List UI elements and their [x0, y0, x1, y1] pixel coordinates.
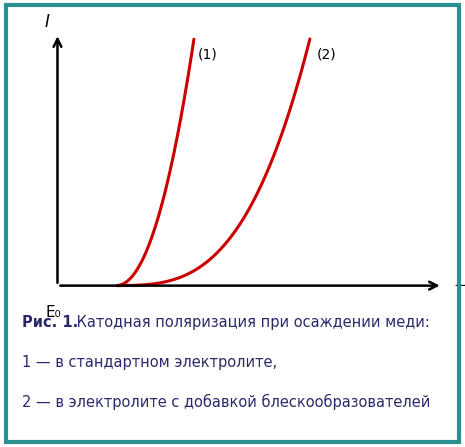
- Text: (2): (2): [316, 47, 336, 61]
- Text: Рис. 1.: Рис. 1.: [22, 315, 79, 330]
- Text: −E: −E: [453, 278, 465, 293]
- Text: 1 — в стандартном электролите,: 1 — в стандартном электролите,: [22, 355, 278, 371]
- Text: E₀: E₀: [45, 305, 61, 320]
- Text: 2 — в электролите с добавкой блескообразователей: 2 — в электролите с добавкой блескообраз…: [22, 393, 431, 409]
- Text: I: I: [44, 13, 49, 31]
- Text: (1): (1): [198, 47, 218, 62]
- Text: Катодная поляризация при осаждении меди:: Катодная поляризация при осаждении меди:: [72, 315, 430, 330]
